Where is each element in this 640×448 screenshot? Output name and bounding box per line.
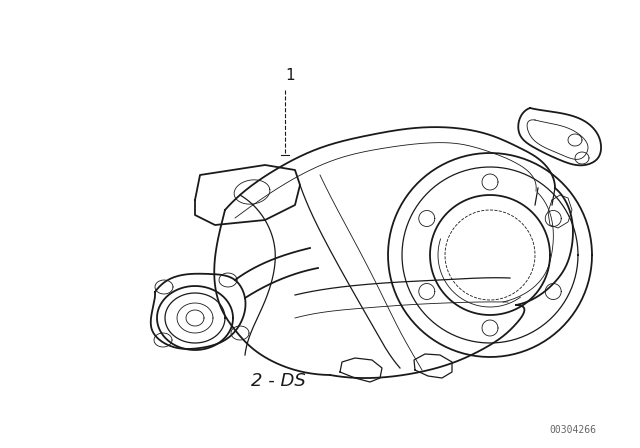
Text: 2 - DS: 2 - DS	[251, 372, 306, 390]
Text: 1: 1	[285, 68, 295, 82]
Text: 00304266: 00304266	[549, 425, 596, 435]
